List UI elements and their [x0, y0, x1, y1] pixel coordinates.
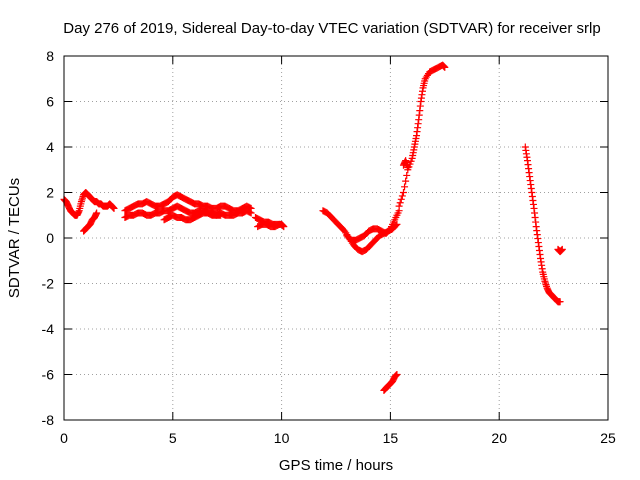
- x-tick-label: 20: [491, 430, 507, 446]
- data-point: [396, 199, 404, 207]
- data-point: [398, 192, 406, 200]
- series-rise-outlier: [399, 157, 412, 171]
- series-low-arc: [380, 371, 401, 394]
- data-point: [397, 195, 405, 203]
- x-axis-label: GPS time / hours: [279, 457, 393, 474]
- series-morning-low: [80, 209, 101, 235]
- series-late-morning-b: [254, 220, 283, 231]
- y-tick-label: 0: [46, 230, 54, 246]
- y-tick-label: -8: [42, 412, 55, 428]
- data-point: [217, 211, 225, 219]
- data-point: [247, 209, 255, 217]
- data-point: [110, 204, 118, 212]
- series-morning: [60, 189, 118, 219]
- y-tick-label: -4: [42, 321, 55, 337]
- chart-title: Day 276 of 2019, Sidereal Day-to-day VTE…: [63, 20, 600, 37]
- data-point: [441, 63, 449, 71]
- data-point: [403, 171, 411, 179]
- axis-ticks: 0 5 10 15 20 25 -8 -6 -4 -2 0 2 4 6 8: [42, 48, 616, 446]
- data-point: [275, 220, 283, 228]
- x-tick-label: 5: [169, 430, 177, 446]
- data-point: [93, 209, 101, 217]
- data-point: [393, 371, 401, 378]
- series-afternoon-upper: [343, 207, 403, 244]
- y-tick-label: 8: [46, 48, 54, 64]
- series-rise: [395, 61, 449, 210]
- series-evening-decline: [521, 143, 564, 306]
- x-tick-label: 10: [274, 430, 290, 446]
- data-point: [402, 177, 410, 185]
- data-points: [60, 61, 566, 394]
- data-point: [558, 245, 566, 253]
- y-tick-label: -2: [42, 276, 55, 292]
- grid: [64, 56, 608, 420]
- y-tick-label: -6: [42, 367, 55, 383]
- series-midday-band-a: [121, 191, 255, 215]
- data-point: [280, 223, 288, 231]
- y-tick-label: 6: [46, 94, 54, 110]
- x-tick-label: 15: [383, 430, 399, 446]
- x-tick-label: 0: [60, 430, 68, 446]
- y-axis-label: SDTVAR / TECUs: [6, 178, 23, 298]
- data-point: [401, 183, 409, 191]
- data-point: [404, 163, 412, 171]
- data-point: [556, 298, 564, 306]
- series-evening-isolated: [554, 245, 566, 256]
- y-tick-label: 4: [46, 139, 54, 155]
- data-point: [395, 202, 403, 210]
- data-point: [399, 189, 407, 196]
- y-tick-label: 2: [46, 185, 54, 201]
- x-tick-label: 25: [600, 430, 616, 446]
- plot-frame: [63, 55, 609, 421]
- series-midday-band-c: [160, 209, 225, 224]
